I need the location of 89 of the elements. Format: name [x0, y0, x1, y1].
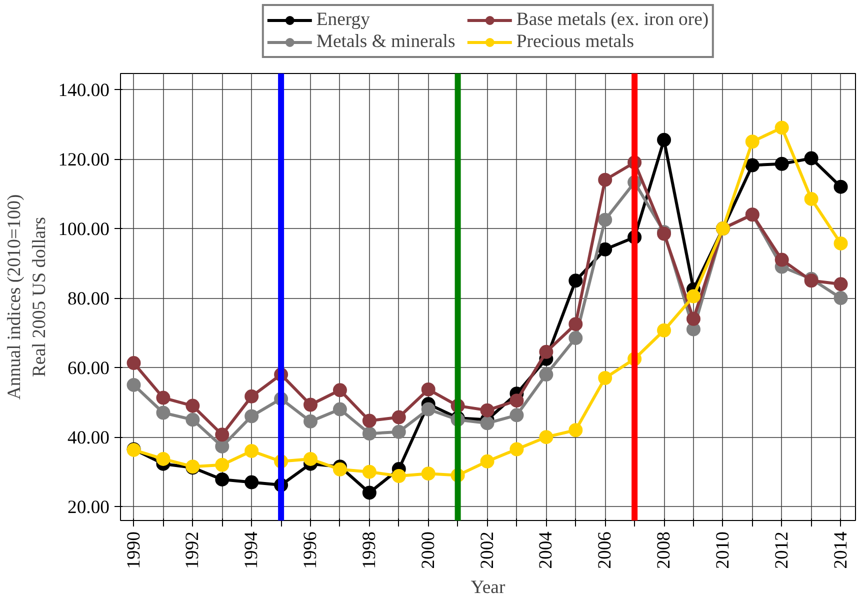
point: [539, 430, 554, 444]
point: [480, 454, 494, 468]
point: [126, 356, 141, 370]
point: [332, 402, 347, 416]
point: [510, 408, 524, 422]
point: [657, 132, 672, 147]
y-tick-label: 20.00: [68, 497, 110, 518]
point: [598, 172, 612, 187]
point: [421, 382, 436, 396]
point: [834, 180, 848, 194]
point: [215, 428, 230, 442]
point: [657, 323, 672, 338]
y-tick-label: 60.00: [68, 358, 110, 380]
x-tick-label: 1992: [182, 532, 204, 569]
y-tick-label: 120.00: [58, 150, 110, 171]
point: [539, 368, 554, 382]
point: [186, 398, 200, 413]
point: [834, 236, 848, 250]
point: [362, 486, 376, 500]
point: [421, 466, 436, 481]
point: [332, 462, 347, 476]
point: [568, 317, 583, 332]
point: [774, 252, 789, 267]
point: [510, 394, 524, 408]
x-tick-label: 2002: [476, 532, 498, 569]
point: [568, 331, 583, 346]
x-tick-label: 1990: [123, 532, 144, 569]
point: [774, 156, 789, 171]
point: [804, 192, 818, 206]
y-tick-label: 80.00: [68, 288, 110, 310]
point: [510, 442, 524, 456]
point: [332, 383, 347, 398]
y-tick-label: 140.00: [58, 80, 110, 101]
point: [304, 452, 318, 466]
legend-label: Base metals (ex. iron ore): [516, 9, 709, 31]
point: [598, 242, 612, 256]
point: [244, 475, 259, 490]
point: [156, 452, 170, 466]
point: [745, 158, 760, 172]
point: [480, 403, 494, 418]
legend-label: Energy: [316, 9, 371, 31]
point: [304, 398, 318, 412]
point: [421, 402, 436, 416]
point: [392, 424, 406, 439]
point: [244, 444, 259, 458]
point: [156, 406, 170, 420]
point: [126, 378, 141, 392]
point: [362, 426, 376, 441]
point: [362, 464, 376, 479]
x-tick-label: 2004: [536, 530, 557, 569]
point: [686, 312, 700, 326]
x-tick-label: 2014: [830, 530, 852, 569]
point: [804, 151, 818, 166]
point: [568, 423, 583, 438]
point: [156, 390, 170, 405]
point: [215, 439, 230, 454]
y-tick-label: 40.00: [68, 428, 110, 449]
x-tick-label: 2006: [594, 532, 616, 569]
legend-label: Precious metals: [516, 31, 636, 53]
x-tick-label: 2010: [712, 532, 734, 569]
y-axis-title: Annual indices (2010=100) Real 2005 US dollars: [4, 194, 50, 400]
point: [568, 274, 583, 288]
point: [215, 472, 230, 486]
point: [480, 416, 494, 430]
point: [598, 371, 612, 385]
x-tick-label: 1998: [358, 532, 380, 569]
point: [598, 212, 612, 227]
x-tick-label: 2000: [418, 532, 439, 569]
x-tick-label: 2008: [654, 532, 675, 569]
x-tick-label: 2012: [771, 532, 792, 569]
point: [244, 409, 259, 424]
x-tick-label: 1994: [241, 530, 262, 569]
point: [834, 291, 848, 306]
point: [774, 120, 789, 135]
point: [539, 344, 554, 359]
point: [244, 389, 259, 404]
y-tick-label: 100.00: [58, 219, 110, 240]
point: [215, 458, 230, 472]
point: [745, 134, 760, 149]
legend-label: Metals & minerals: [316, 31, 456, 53]
x-tick-label: 1996: [300, 532, 322, 569]
point: [392, 469, 406, 483]
x-axis-title: Year: [470, 576, 506, 598]
point: [686, 289, 700, 304]
point: [362, 414, 376, 428]
point: [392, 410, 406, 424]
point: [186, 412, 200, 427]
point: [834, 277, 848, 292]
point: [304, 414, 318, 428]
